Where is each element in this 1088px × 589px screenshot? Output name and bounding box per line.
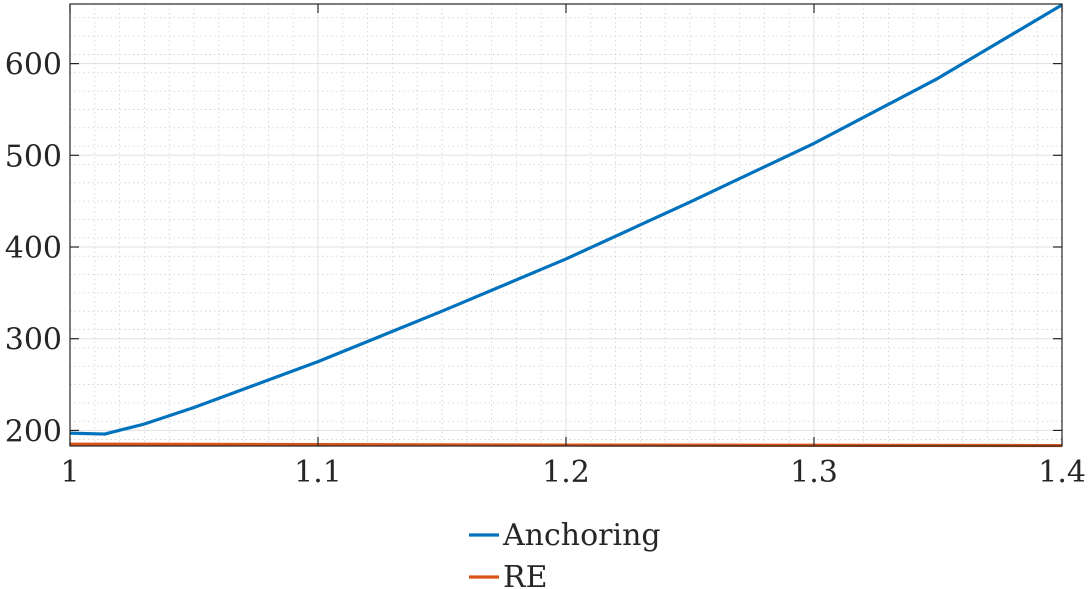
series-line-anchoring	[69, 3, 1063, 436]
y-tick-label: 300	[5, 323, 62, 358]
x-tick-label: 1.2	[542, 455, 590, 490]
x-tick-labels: 1 1.1 1.2 1.3 1.4	[60, 455, 1086, 490]
x-tick-label: 1.1	[294, 455, 342, 490]
x-tick-label: 1	[60, 455, 79, 490]
y-tick-label: 200	[5, 414, 62, 449]
legend-label-re: RE	[503, 560, 548, 589]
y-tick-label: 400	[5, 231, 62, 266]
x-tick-label: 1.4	[1038, 455, 1086, 490]
y-tick-label: 500	[5, 139, 62, 174]
x-tick-label: 1.3	[790, 455, 838, 490]
axis-ticks	[69, 4, 1063, 446]
legend-label-anchoring: Anchoring	[502, 518, 661, 553]
y-tick-labels: 200 300 400 500 600	[5, 48, 62, 450]
y-tick-label: 600	[5, 48, 62, 83]
legend: Anchoring RE	[469, 518, 661, 589]
